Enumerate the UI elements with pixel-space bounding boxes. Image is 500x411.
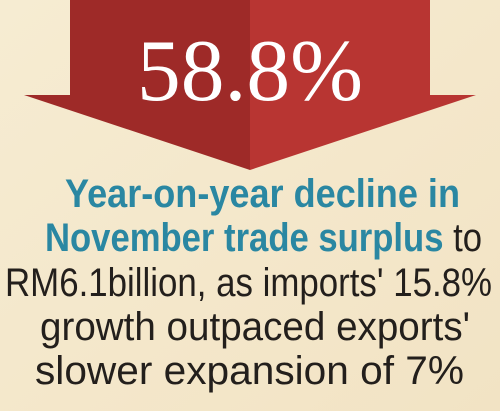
caption-highlight: November trade surplus	[45, 216, 443, 260]
caption-text: to	[443, 216, 482, 260]
caption-line: slower expansion of 7%	[35, 349, 464, 393]
caption-line: November trade surplus to	[45, 216, 482, 260]
down-arrow	[24, 0, 476, 170]
headline: 58.8%	[137, 23, 363, 120]
caption-line: Year-on-year decline in	[65, 172, 460, 216]
caption-text: RM6.1billion, as imports' 15.8%	[5, 261, 492, 305]
caption-text: slower expansion of 7%	[35, 349, 464, 393]
caption-highlight: Year-on-year decline in	[65, 172, 460, 216]
caption-text: growth outpaced exports'	[40, 305, 470, 349]
caption-line: RM6.1billion, as imports' 15.8%	[5, 261, 492, 305]
caption-line: growth outpaced exports'	[40, 305, 470, 349]
